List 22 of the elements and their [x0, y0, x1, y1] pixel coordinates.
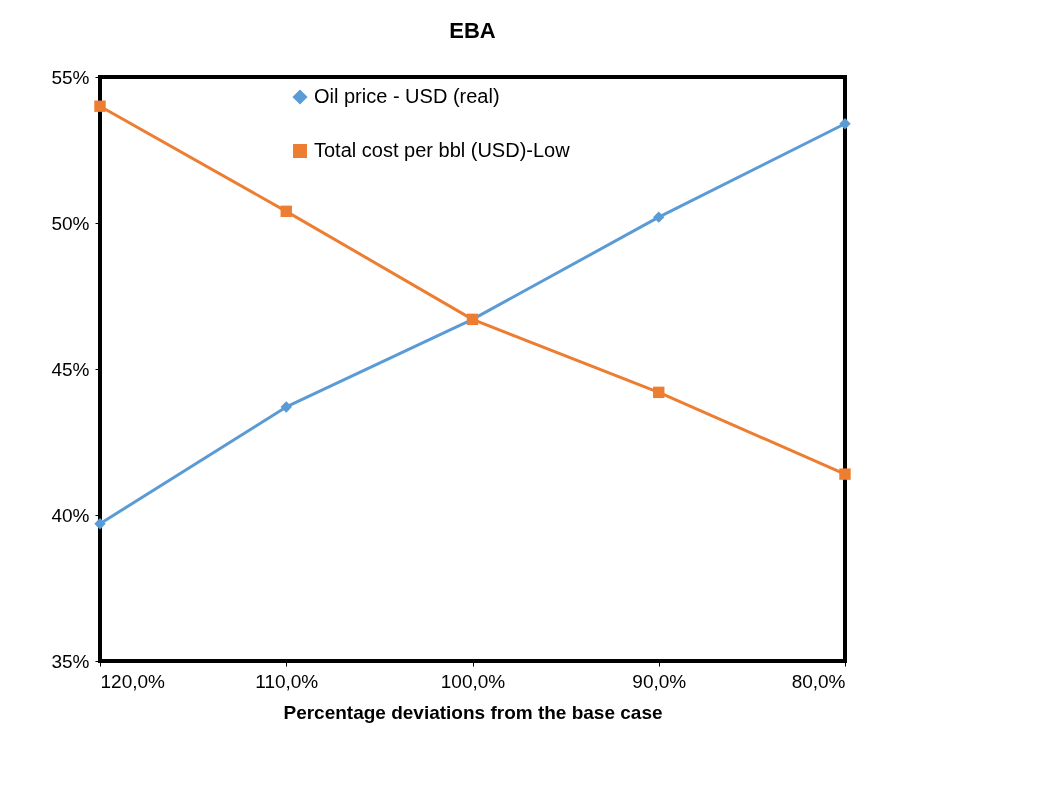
point: [94, 100, 106, 112]
x-tick-label: 90,0%: [632, 670, 687, 692]
point: [280, 205, 292, 218]
x-tick-label: 110,0%: [255, 670, 319, 692]
point: [280, 401, 292, 413]
y-tick-label: 40%: [51, 504, 90, 526]
legend-label: Total cost per bbl (USD)-Low: [314, 139, 571, 161]
x-tick-label: 100,0%: [440, 670, 506, 692]
chart-title: EBA: [449, 18, 496, 43]
point: [653, 211, 665, 223]
point: [653, 386, 665, 399]
y-tick-label: 35%: [51, 650, 90, 672]
y-tick-label: 55%: [51, 66, 90, 88]
point: [94, 518, 106, 530]
y-tick-label: 50%: [51, 212, 90, 234]
x-tick-label: 120,0%: [100, 670, 166, 692]
legend-label: Oil price - USD (real): [314, 85, 500, 107]
point: [839, 118, 851, 130]
point: [839, 468, 851, 480]
x-tick-label: 80,0%: [791, 670, 846, 692]
x-axis-title: Percentage deviations from the base case: [283, 701, 663, 723]
y-tick-label: 45%: [51, 358, 90, 380]
